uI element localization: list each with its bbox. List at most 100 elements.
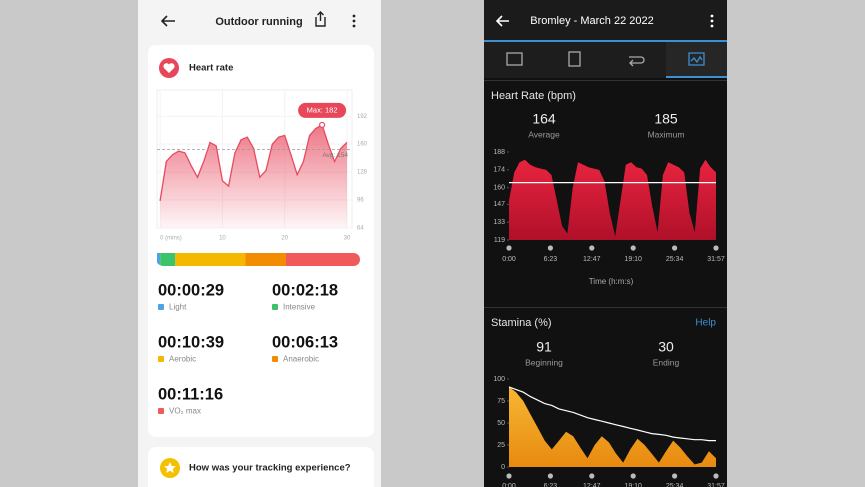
stat-value: 185 [654, 111, 678, 127]
tab-overview[interactable] [506, 52, 523, 66]
x-tick-dot [630, 473, 636, 479]
zone-segment [175, 253, 246, 266]
zone-label: Aerobic [169, 355, 196, 364]
zone-time: 00:10:39 [158, 333, 224, 351]
zone-label: Light [169, 303, 187, 312]
star-glyph [164, 462, 176, 473]
card-title: Heart rate [189, 63, 233, 74]
zone-time: 00:00:29 [158, 281, 224, 299]
x-tick-dot [547, 245, 554, 251]
stat-value: 30 [658, 339, 674, 355]
y-tick-label: 147 [493, 201, 505, 208]
back-button[interactable] [495, 15, 509, 27]
heart-rate-line [159, 123, 348, 202]
x-tick-label: 25:34 [666, 483, 684, 487]
tab-details[interactable] [568, 51, 581, 67]
section-title: Stamina (%) [491, 317, 552, 329]
share-button[interactable] [315, 11, 326, 27]
zone-swatch [272, 356, 278, 362]
zone-segment [286, 253, 360, 266]
average-label: Avg: 154 [322, 152, 348, 159]
tab-charts[interactable] [688, 52, 705, 66]
max-bubble [298, 102, 347, 118]
zone-time: 00:11:16 [158, 385, 223, 403]
x-tick-dot [547, 473, 554, 479]
stat-label: Average [528, 129, 560, 139]
zone-swatch [158, 408, 164, 414]
y-tick-label: 160 [357, 142, 368, 148]
area-fill [160, 124, 348, 228]
x-tick-dot [713, 473, 719, 479]
zone-time: 00:06:13 [272, 333, 338, 351]
x-tick-label: 0:00 [502, 256, 516, 263]
app-bar [484, 0, 727, 40]
y-tick-label: 192 [357, 114, 368, 120]
max-label: Max: 182 [307, 105, 338, 114]
back-button[interactable] [160, 15, 175, 27]
y-tick-label: 96 [357, 198, 364, 204]
divider [484, 80, 727, 81]
y-tick-label: 119 [494, 237, 505, 244]
zone-label: Anaerobic [283, 355, 319, 364]
help-link[interactable]: Help [695, 318, 716, 329]
section-title: Heart Rate (bpm) [491, 90, 576, 102]
x-tick-label: 19:10 [624, 483, 642, 487]
y-tick-label: 0 [501, 464, 505, 471]
tab-active[interactable] [666, 42, 727, 78]
zone-time: 00:02:18 [272, 281, 338, 299]
zone-swatch [158, 356, 164, 362]
tab-laps[interactable] [629, 56, 645, 67]
zone-swatch [158, 304, 164, 310]
stat-value: 164 [532, 111, 556, 127]
feedback-card [148, 447, 374, 487]
zone-label: Intensive [283, 303, 316, 312]
heart-rate-area [509, 159, 716, 240]
x-tick-label: 10 [219, 236, 226, 242]
heart-glyph [163, 63, 175, 73]
x-tick-label: 0 (mins) [160, 236, 182, 242]
zone-label: VO₂ max [169, 407, 201, 416]
y-tick-label: 64 [357, 226, 364, 232]
x-tick-dot [672, 245, 678, 251]
screen-title: Outdoor running [215, 16, 302, 28]
divider [484, 307, 727, 308]
stat-label: Maximum [648, 129, 685, 139]
x-tick-label: 6:23 [544, 483, 558, 487]
x-tick-dot [713, 245, 719, 251]
x-tick-dot [506, 473, 512, 479]
x-tick-label: 0:00 [502, 483, 516, 487]
y-tick-label: 160 [493, 185, 505, 192]
y-tick-label: 50 [497, 420, 505, 427]
x-tick-dot [672, 473, 678, 479]
x-tick-label: 20 [281, 236, 288, 242]
x-tick-label: 30 [344, 236, 351, 242]
x-tick-label: 19:10 [624, 256, 642, 263]
y-tick-label: 188 [493, 149, 505, 156]
stat-value: 91 [536, 339, 552, 355]
x-tick-label: 12:47 [583, 483, 601, 487]
x-tick-dot [630, 245, 636, 251]
y-tick-label: 100 [493, 376, 505, 383]
zone-segment [245, 253, 287, 266]
y-tick-label: 128 [357, 170, 368, 176]
screen-title: Bromley - March 22 2022 [530, 15, 654, 27]
menu-button[interactable] [710, 14, 714, 28]
stat-label: Beginning [525, 357, 563, 367]
x-tick-dot [506, 245, 512, 251]
x-tick-dot [589, 245, 595, 251]
app-bar-accent [484, 40, 727, 42]
x-tick-label: 25:34 [666, 256, 684, 263]
y-tick-label: 75 [497, 398, 505, 405]
stamina-area [509, 386, 716, 467]
x-tick-label: 12:47 [583, 256, 601, 263]
feedback-title[interactable]: How was your tracking experience? [189, 463, 351, 474]
x-tick-dot [589, 473, 595, 479]
x-tick-label: 31:57 [707, 483, 725, 487]
x-tick-label: 6:23 [544, 256, 558, 263]
menu-button[interactable] [352, 14, 356, 28]
zone-segment [160, 253, 176, 266]
y-tick-label: 174 [493, 167, 505, 174]
